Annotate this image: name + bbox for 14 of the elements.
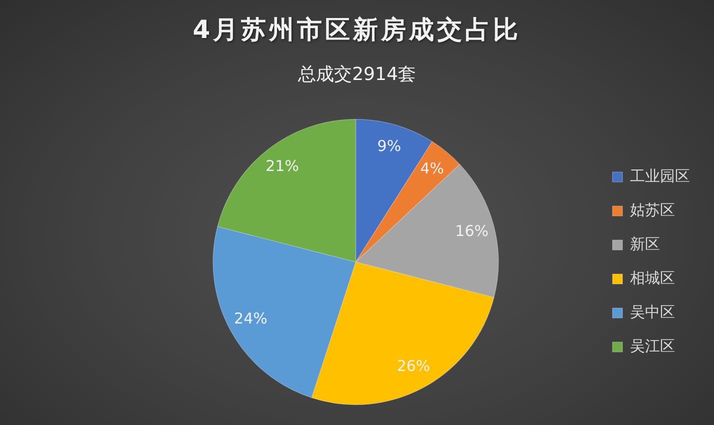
chart-subtitle: 总成交2914套 (297, 63, 417, 87)
data-label: 9% (377, 136, 402, 155)
legend-label: 姑苏区 (630, 200, 675, 219)
data-label: 16% (455, 222, 489, 240)
data-label: 26% (396, 356, 430, 375)
legend-label: 吴江区 (630, 336, 675, 355)
data-label: 4% (420, 160, 444, 178)
chart-title: 4月苏州市区新房成交占比 (192, 14, 522, 46)
data-label: 21% (266, 157, 299, 176)
data-label: 24% (234, 310, 268, 328)
legend-label: 相城区 (630, 268, 675, 287)
legend-label: 新区 (630, 234, 660, 253)
legend-label: 工业园区 (630, 166, 690, 185)
legend-label: 吴中区 (630, 302, 675, 321)
